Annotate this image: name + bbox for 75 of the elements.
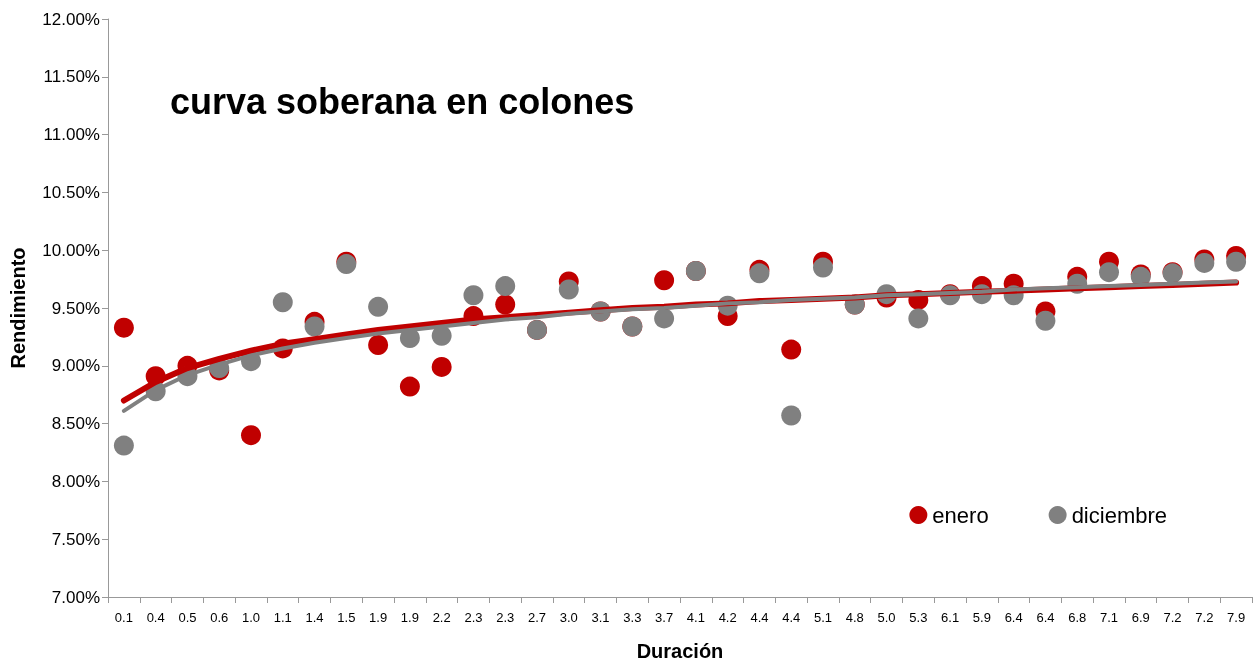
- x-tick-label: 1.4: [305, 610, 324, 625]
- y-tick-label: 9.50%: [51, 298, 100, 318]
- x-tick-label: 6.4: [1036, 610, 1055, 625]
- x-tick-label: 3.0: [559, 610, 578, 625]
- x-tick-label: 1.0: [241, 610, 261, 625]
- legend-label: enero: [932, 502, 989, 528]
- x-tick-label: 0.1: [114, 610, 133, 625]
- x-tick-label: 5.9: [972, 610, 991, 625]
- x-axis-title: Duración: [636, 640, 724, 662]
- point: [368, 335, 389, 355]
- point: [813, 257, 833, 278]
- x-tick-label: 6.9: [1131, 610, 1150, 625]
- point: [304, 316, 325, 337]
- y-tick-label: 8.50%: [51, 414, 100, 434]
- x-tick-label: 3.7: [655, 610, 674, 625]
- point: [781, 339, 802, 360]
- x-tick-label: 4.1: [686, 610, 705, 625]
- point: [113, 317, 134, 338]
- point: [431, 356, 452, 377]
- x-tick-label: 2.2: [432, 610, 451, 625]
- x-tick-label: 6.4: [1004, 610, 1023, 625]
- y-tick-label: 10.00%: [42, 240, 100, 260]
- point: [113, 435, 134, 456]
- point: [272, 292, 293, 313]
- y-tick-label: 11.00%: [43, 125, 100, 145]
- y-tick-label: 10.50%: [42, 182, 100, 202]
- y-tick-label: 9.00%: [51, 356, 100, 376]
- point: [241, 425, 261, 446]
- y-tick-label: 12.00%: [42, 9, 100, 29]
- point: [558, 279, 579, 300]
- x-tick-label: 7.2: [1195, 610, 1214, 625]
- x-tick-label: 1.9: [369, 610, 388, 625]
- point: [495, 276, 516, 297]
- x-tick-label: 7.1: [1099, 610, 1119, 625]
- x-tick-label: 3.3: [623, 610, 642, 625]
- point: [908, 308, 929, 329]
- y-axis-title: Rendimiento: [7, 247, 29, 369]
- x-tick-label: 2.3: [464, 610, 483, 625]
- point: [399, 376, 420, 397]
- y-tick-label: 11.50%: [43, 67, 100, 87]
- y-tick-label: 7.50%: [51, 529, 100, 549]
- legend-label: diciembre: [1071, 502, 1168, 528]
- x-tick-label: 6.1: [941, 610, 960, 625]
- point: [495, 294, 516, 315]
- x-tick-label: 2.3: [496, 610, 515, 625]
- x-tick-label: 4.8: [845, 610, 864, 625]
- x-tick-label: 5.0: [877, 610, 896, 625]
- x-tick-label: 5.3: [909, 610, 928, 625]
- point: [654, 270, 675, 291]
- x-tick-label: 1.9: [400, 610, 419, 625]
- text: curva soberana en colones: [170, 80, 635, 122]
- point: [431, 325, 452, 346]
- x-tick-label: 1.1: [273, 610, 292, 625]
- point: [654, 308, 675, 329]
- point: [1099, 262, 1119, 283]
- x-tick-label: 2.7: [527, 610, 547, 625]
- point: [1226, 251, 1247, 272]
- y-tick-label: 8.00%: [51, 471, 100, 491]
- point: [368, 296, 389, 317]
- point: [1035, 310, 1056, 331]
- x-tick-label: 0.6: [210, 610, 229, 625]
- y-tick-label: 7.00%: [51, 587, 100, 607]
- x-tick-label: 5.1: [813, 610, 833, 625]
- x-tick-label: 7.2: [1163, 610, 1182, 625]
- x-tick-label: 4.2: [718, 610, 737, 625]
- x-tick-label: 4.4: [782, 610, 801, 625]
- x-tick-label: 0.5: [178, 610, 197, 625]
- x-tick-label: 7.9: [1227, 610, 1246, 625]
- x-tick-label: 1.5: [337, 610, 356, 625]
- x-tick-label: 0.4: [146, 610, 165, 625]
- x-tick-label: 6.8: [1068, 610, 1087, 625]
- x-tick-label: 4.4: [750, 610, 769, 625]
- point: [781, 405, 802, 426]
- x-tick-label: 3.1: [591, 610, 610, 625]
- point: [463, 285, 484, 306]
